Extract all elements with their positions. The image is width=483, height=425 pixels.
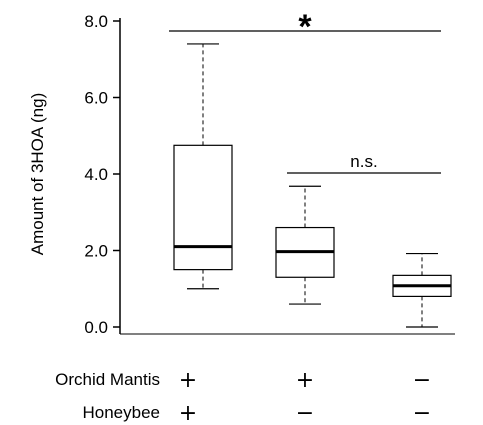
y-axis-title: Amount of 3HOA (ng): [28, 93, 47, 256]
box-group: [275, 185, 335, 305]
box-group: [173, 43, 233, 290]
condition-row-label: Honeybee: [82, 403, 160, 422]
y-tick-label: 2.0: [84, 242, 108, 261]
box-group: [392, 252, 452, 328]
condition-symbol: +: [179, 401, 197, 425]
condition-symbol: −: [413, 401, 431, 425]
y-tick-label: 8.0: [84, 12, 108, 31]
significance-brackets: * n.s.: [169, 8, 441, 174]
condition-row: Honeybee + − −: [82, 401, 431, 425]
condition-row: Orchid Mantis + + −: [55, 368, 431, 393]
condition-symbol: −: [413, 368, 431, 393]
y-tick-label: 6.0: [84, 89, 108, 108]
box-plot-groups: [173, 43, 452, 328]
condition-symbol: +: [179, 368, 197, 393]
y-tick-label: 4.0: [84, 165, 108, 184]
iqr-box: [173, 144, 233, 271]
y-tick-label: 0.0: [84, 318, 108, 337]
condition-row-label: Orchid Mantis: [55, 370, 160, 389]
condition-symbol: −: [296, 401, 314, 425]
condition-table: Orchid Mantis + + − Honeybee + − −: [55, 368, 431, 425]
significance-label: n.s.: [350, 152, 377, 171]
condition-symbol: +: [296, 368, 314, 393]
y-axis: 0.0 2.0 4.0 6.0 8.0: [84, 12, 455, 337]
significance-label: *: [298, 8, 312, 46]
